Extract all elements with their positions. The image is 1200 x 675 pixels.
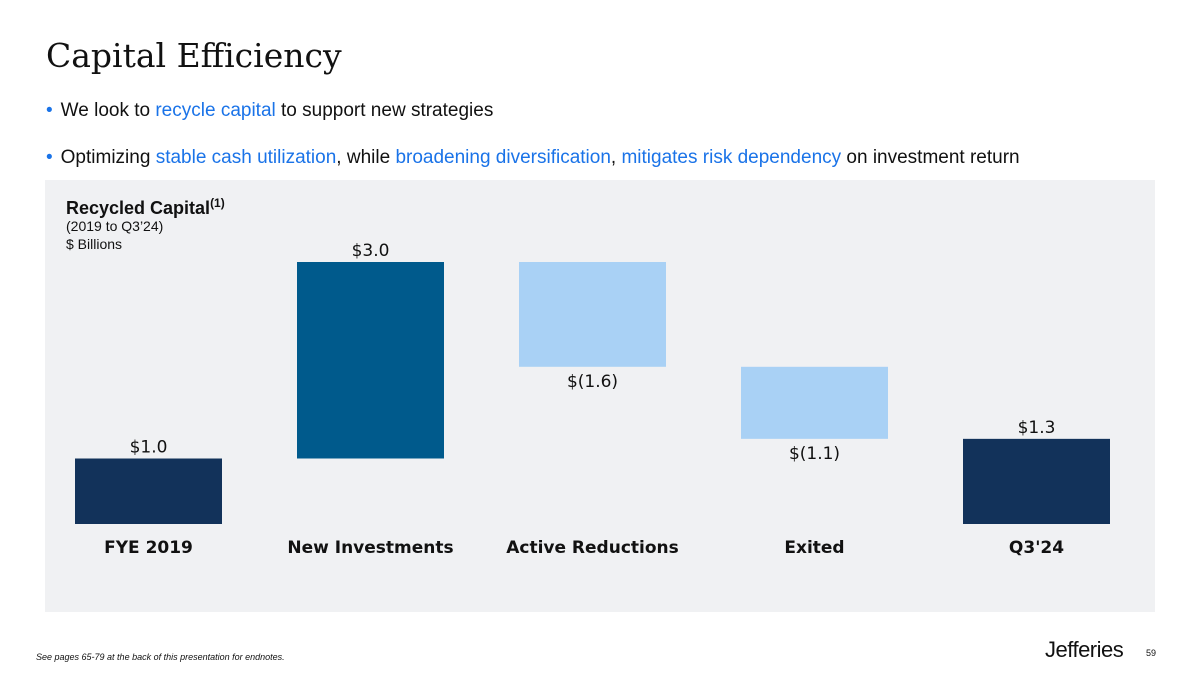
text: on investment return (841, 147, 1020, 168)
text: , while (336, 147, 396, 168)
footnote: See pages 65-79 at the back of this pres… (36, 652, 285, 662)
chart-period: (2019 to Q3’24) (66, 218, 164, 234)
text: , (610, 147, 622, 168)
data-label: $3.0 (352, 241, 390, 261)
data-label: $(1.1) (789, 444, 840, 464)
bar-fye-2019 (75, 458, 222, 524)
data-label: $1.3 (1018, 418, 1056, 438)
bullet-2: • Optimizing stable cash utilization, whi… (46, 147, 1020, 169)
data-label: $1.0 (130, 438, 168, 458)
jefferies-logo: Jefferies (1045, 637, 1124, 662)
text: to support new strategies (275, 100, 494, 121)
bar-new-investments (297, 262, 444, 459)
text: Optimizing (60, 147, 156, 168)
endnote-ref: (1) (210, 196, 225, 210)
bar-active-reductions (519, 262, 666, 367)
highlight: stable cash utilization (155, 147, 337, 168)
chart-title-text: Recycled Capital (66, 198, 211, 218)
page-title: Capital Efficiency (46, 36, 342, 75)
bar-q3-24 (963, 438, 1110, 524)
category-label: Active Reductions (506, 538, 679, 558)
chart-title: Recycled Capital(1) (66, 196, 225, 219)
chart-panel (45, 180, 1155, 612)
bullet-1: • We look to recycle capital to support n… (46, 100, 493, 122)
category-label: Exited (784, 538, 844, 558)
chart-units: $ Billions (66, 236, 123, 252)
highlight: mitigates risk dependency (621, 147, 842, 168)
category-label: New Investments (287, 538, 453, 558)
category-label: Q3'24 (1009, 538, 1064, 558)
bar-exited (741, 366, 888, 439)
text: We look to (60, 100, 156, 121)
bullet-dot-icon: • (46, 100, 53, 121)
data-label: $(1.6) (567, 372, 618, 392)
category-label: FYE 2019 (104, 538, 193, 558)
page-number: 59 (1146, 648, 1157, 658)
highlight: recycle capital (155, 100, 276, 121)
bullet-dot-icon: • (46, 147, 53, 168)
highlight: broadening diversification (395, 147, 611, 168)
